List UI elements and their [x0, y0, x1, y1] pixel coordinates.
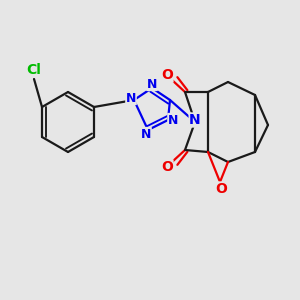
Text: N: N — [168, 113, 178, 127]
Text: O: O — [161, 68, 173, 82]
Text: N: N — [141, 128, 151, 140]
Text: N: N — [147, 77, 157, 91]
Text: N: N — [189, 113, 201, 127]
Text: O: O — [215, 182, 227, 196]
Text: O: O — [161, 160, 173, 174]
Text: N: N — [126, 92, 136, 104]
Text: Cl: Cl — [27, 63, 41, 77]
